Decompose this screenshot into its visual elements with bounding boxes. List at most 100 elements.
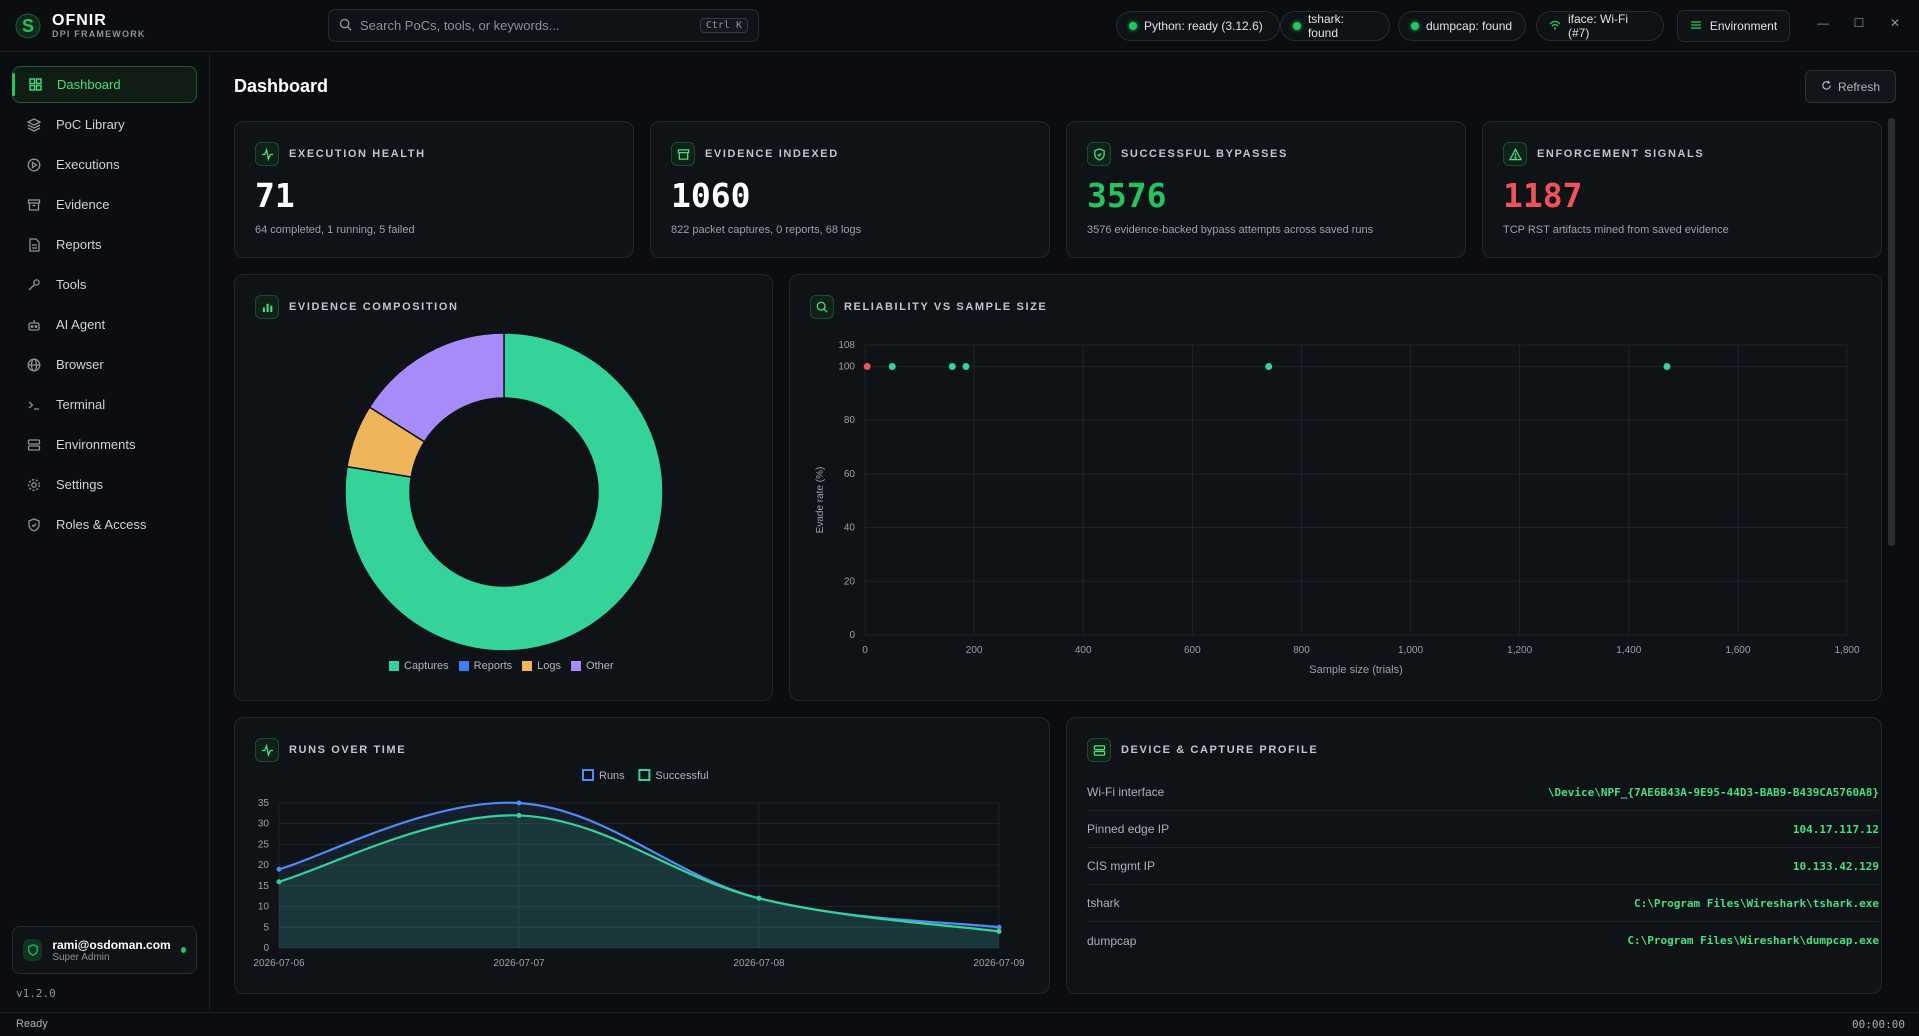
python-status-pill[interactable]: Python: ready (3.12.6) <box>1116 11 1280 41</box>
y-tick-label: 100 <box>838 361 855 372</box>
search-icon <box>339 18 352 34</box>
user-card[interactable]: rami@osdoman.com Super Admin <box>12 926 197 974</box>
profile-row-tshark: tshark C:\Program Files\Wireshark\tshark.… <box>1087 885 1879 922</box>
legend-swatch <box>638 769 651 781</box>
wrench-icon <box>26 277 42 293</box>
legend-item-logs[interactable]: Logs <box>522 660 561 672</box>
series-point <box>996 924 1002 930</box>
series-point <box>516 812 522 818</box>
stat-subtitle: 64 completed, 1 running, 5 failed <box>255 224 415 236</box>
sidebar-item-evidence[interactable]: Evidence <box>12 186 197 223</box>
app-subtitle: DPI FRAMEWORK <box>52 28 146 39</box>
legend-swatch <box>582 769 594 781</box>
search-box[interactable]: Ctrl K <box>328 9 759 42</box>
iface-status-pill[interactable]: iface: Wi-Fi (#7) <box>1536 11 1664 41</box>
sidebar-item-settings[interactable]: Settings <box>12 466 197 503</box>
close-icon[interactable]: ✕ <box>1889 16 1901 30</box>
legend-swatch <box>389 661 399 671</box>
y-tick-label: 40 <box>844 523 856 534</box>
legend-item-reports[interactable]: Reports <box>458 660 512 672</box>
sidebar-item-environments[interactable]: Environments <box>12 426 197 463</box>
search-input[interactable] <box>360 18 692 33</box>
sidebar-item-tools[interactable]: Tools <box>12 266 197 303</box>
series-point <box>276 879 282 885</box>
series-line-successful <box>278 814 1000 933</box>
gear-icon <box>26 477 42 493</box>
series-point <box>756 895 762 901</box>
y-tick-label: 10 <box>258 902 270 913</box>
app-name: OFNIR <box>52 11 107 29</box>
profile-row-pinned-edge-ip: Pinned edge IP 104.17.117.12 <box>1087 811 1879 848</box>
y-tick-label: 20 <box>258 860 270 871</box>
environment-button[interactable]: Environment <box>1677 10 1790 42</box>
dumpcap-status-pill[interactable]: dumpcap: found <box>1398 11 1526 41</box>
legend-item-other[interactable]: Other <box>571 660 614 672</box>
sidebar-item-terminal[interactable]: Terminal <box>12 386 197 423</box>
x-axis-label: Sample size (trials) <box>1309 664 1403 676</box>
x-tick-label: 1,200 <box>1507 645 1532 656</box>
x-tick-label: 1,400 <box>1616 645 1641 656</box>
sidebar-item-label: Settings <box>56 477 103 492</box>
x-tick-label: 200 <box>966 645 983 656</box>
scatter-point <box>862 361 872 371</box>
archive-icon <box>671 142 695 166</box>
activity-icon <box>255 142 279 166</box>
profile-key: Wi-Fi interface <box>1087 785 1165 799</box>
tshark-status-pill[interactable]: tshark: found <box>1280 11 1390 41</box>
shield-check-icon <box>1087 142 1111 166</box>
sidebar-item-poc-library[interactable]: PoC Library <box>12 106 197 143</box>
sidebar-item-roles-access[interactable]: Roles & Access <box>12 506 197 543</box>
app-version: v1.2.0 <box>16 987 56 1000</box>
profile-row-wifi-interface: Wi-Fi interface \Device\NPF_{7AE6B43A-9E9… <box>1087 774 1879 811</box>
profile-key: tshark <box>1087 896 1120 910</box>
card-title: Evidence Composition <box>289 301 459 313</box>
profile-value: 104.17.117.12 <box>1792 822 1879 836</box>
card-title: Enforcement Signals <box>1537 148 1705 160</box>
x-tick-label: 1,000 <box>1398 645 1423 656</box>
sidebar: Dashboard PoC Library Executions Evidenc… <box>0 52 210 1012</box>
card-title: Runs Over Time <box>289 744 407 756</box>
card-title: Reliability vs Sample Size <box>844 301 1048 313</box>
scatter-chart: 0 200 400 600 800 1,000 1,200 1,400 1,600 1,800 0 2… <box>815 340 1860 676</box>
svg-text:S: S <box>22 16 34 36</box>
maximize-icon[interactable]: ☐ <box>1853 16 1865 30</box>
profile-key: dumpcap <box>1087 933 1137 948</box>
status-timer: 00:00:00 <box>1852 1018 1905 1031</box>
legend-swatch <box>522 661 533 671</box>
environment-label: Environment <box>1709 19 1778 33</box>
globe-icon <box>26 357 42 373</box>
sidebar-item-executions[interactable]: Executions <box>12 146 197 183</box>
sidebar-item-dashboard[interactable]: Dashboard <box>12 66 197 103</box>
status-dot-icon <box>1411 22 1419 30</box>
stat-value: 3576 <box>1087 176 1167 215</box>
x-tick-label: 2026-07-09 <box>973 958 1025 969</box>
card-title: Evidence Indexed <box>705 148 839 160</box>
sidebar-item-reports[interactable]: Reports <box>12 226 197 263</box>
activity-icon <box>255 738 279 762</box>
y-tick-label: 25 <box>258 839 270 850</box>
status-bar: Ready 00:00:00 <box>0 1012 1919 1036</box>
runs-over-time-card: Runs Over Time 0 5 10 15 20 25 30 35 2026-07-06 2… <box>234 717 1050 994</box>
main-scrollbar[interactable] <box>1888 118 1895 546</box>
y-tick-label: 0 <box>849 630 855 641</box>
stat-card-evidence-indexed: Evidence Indexed 1060 822 packet capture… <box>650 121 1050 258</box>
alert-triangle-icon <box>1503 142 1527 166</box>
refresh-button[interactable]: Refresh <box>1805 70 1896 103</box>
profile-value: C:\Program Files\Wireshark\dumpcap.exe <box>1627 934 1879 947</box>
archive-icon <box>26 197 42 213</box>
python-status-label: Python: ready (3.12.6) <box>1144 19 1263 33</box>
online-status-icon <box>180 947 186 953</box>
stat-card-enforcement-signals: Enforcement Signals 1187 TCP RST artifac… <box>1482 121 1882 258</box>
wifi-icon <box>1549 19 1561 33</box>
sidebar-item-label: Terminal <box>56 397 106 412</box>
sidebar-item-ai-agent[interactable]: AI Agent <box>12 306 197 343</box>
series-area-successful <box>279 815 999 948</box>
y-tick-label: 20 <box>844 576 856 587</box>
series-point <box>996 928 1002 934</box>
search-icon <box>810 295 834 319</box>
sidebar-item-browser[interactable]: Browser <box>12 346 197 383</box>
legend-item-captures[interactable]: Captures <box>389 660 449 672</box>
donut-legend: Captures Reports Logs Other <box>389 660 614 672</box>
minimize-icon[interactable]: — <box>1817 16 1829 30</box>
refresh-label: Refresh <box>1837 79 1881 94</box>
